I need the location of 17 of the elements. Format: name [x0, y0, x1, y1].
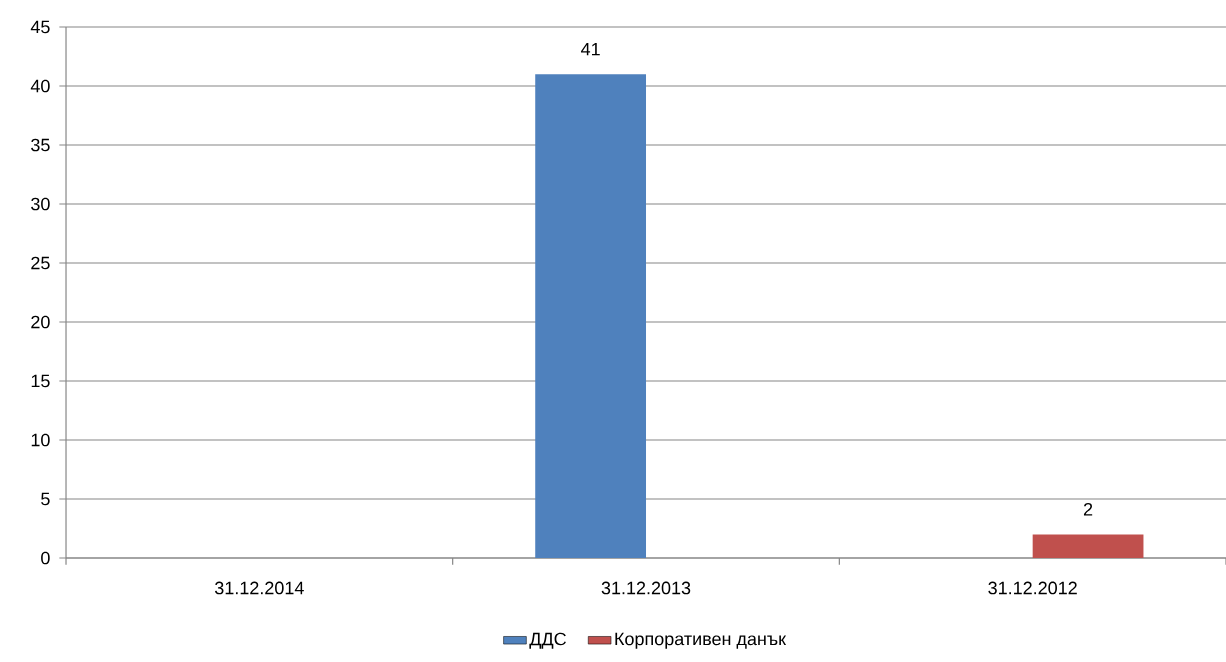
y-tick-label: 15 — [31, 374, 50, 388]
x-tick-label: 31.12.2014 — [214, 581, 304, 595]
legend-label: ДДС — [529, 632, 566, 649]
y-tick-label: 40 — [30, 79, 50, 93]
y-tick-label: 30 — [31, 197, 50, 211]
y-tick-label: 25 — [31, 256, 50, 270]
y-tick-label: 20 — [31, 315, 50, 329]
data-label: 41 — [581, 42, 600, 56]
y-tick-label: 35 — [31, 138, 50, 152]
legend-label: Корпоративен данък — [615, 632, 787, 649]
y-tick-label: 5 — [41, 492, 50, 506]
y-tick-label: 45 — [30, 20, 50, 34]
y-tick-label: 10 — [31, 433, 50, 447]
data-label: 2 — [1083, 502, 1093, 516]
y-tick-label: 0 — [41, 551, 50, 565]
x-tick-label: 31.12.2012 — [988, 581, 1077, 595]
x-tick-label: 31.12.2013 — [601, 581, 691, 595]
